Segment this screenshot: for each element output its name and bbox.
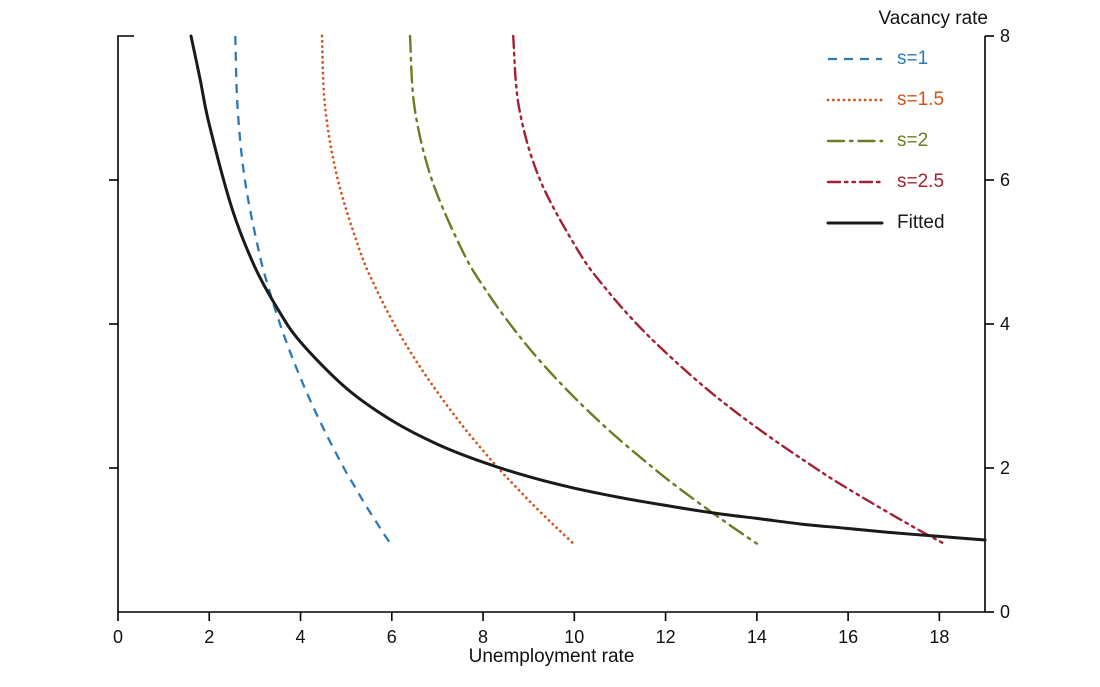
series-line-s-2-5 xyxy=(512,34,946,545)
y-tick-label: 2 xyxy=(1000,458,1010,478)
x-tick-label: 8 xyxy=(478,627,488,647)
x-tick-label: 12 xyxy=(656,627,676,647)
y-tick-label: 0 xyxy=(1000,602,1010,622)
legend-label-s-2-5: s=2.5 xyxy=(897,170,945,192)
legend-label-s-2: s=2 xyxy=(897,129,929,151)
x-tick-label: 2 xyxy=(204,627,214,647)
legend-item-fitted: Fitted xyxy=(826,202,945,243)
legend-item-s-2: s=2 xyxy=(826,120,945,161)
x-tick-label: 16 xyxy=(838,627,858,647)
legend-item-s-1: s=1 xyxy=(826,38,945,79)
series-line-s-1-5 xyxy=(320,34,575,545)
legend-item-s-1-5: s=1.5 xyxy=(826,79,945,120)
legend-item-s-2-5: s=2.5 xyxy=(826,161,945,202)
y-tick-label: 4 xyxy=(1000,314,1010,334)
y-tick-label: 8 xyxy=(1000,26,1010,46)
legend: s=1 s=1.5 s=2 s=2.5 Fitted xyxy=(826,38,945,243)
legend-line-sample-s-2 xyxy=(826,139,884,142)
x-tick-label: 18 xyxy=(929,627,949,647)
series-line-fitted xyxy=(189,34,987,542)
series-line-s-2 xyxy=(408,34,758,545)
legend-line-sample-s-2-5 xyxy=(826,180,884,183)
x-tick-label: 10 xyxy=(564,627,584,647)
x-tick-label: 6 xyxy=(387,627,397,647)
x-axis-label: Unemployment rate xyxy=(468,646,635,667)
legend-line-sample-s-1-5 xyxy=(826,98,884,101)
x-tick-label: 0 xyxy=(113,627,123,647)
x-tick-label: 14 xyxy=(747,627,767,647)
legend-line-sample-s-1 xyxy=(828,57,882,60)
legend-line-sample-fitted xyxy=(826,221,884,224)
legend-label-fitted: Fitted xyxy=(897,211,945,233)
y-tick-label: 6 xyxy=(1000,170,1010,190)
legend-label-s-1: s=1 xyxy=(897,47,929,69)
legend-label-s-1-5: s=1.5 xyxy=(897,88,945,110)
x-tick-label: 4 xyxy=(296,627,306,647)
y-axis-title: Vacancy rate xyxy=(878,8,988,29)
series-line-s-1 xyxy=(234,35,392,545)
